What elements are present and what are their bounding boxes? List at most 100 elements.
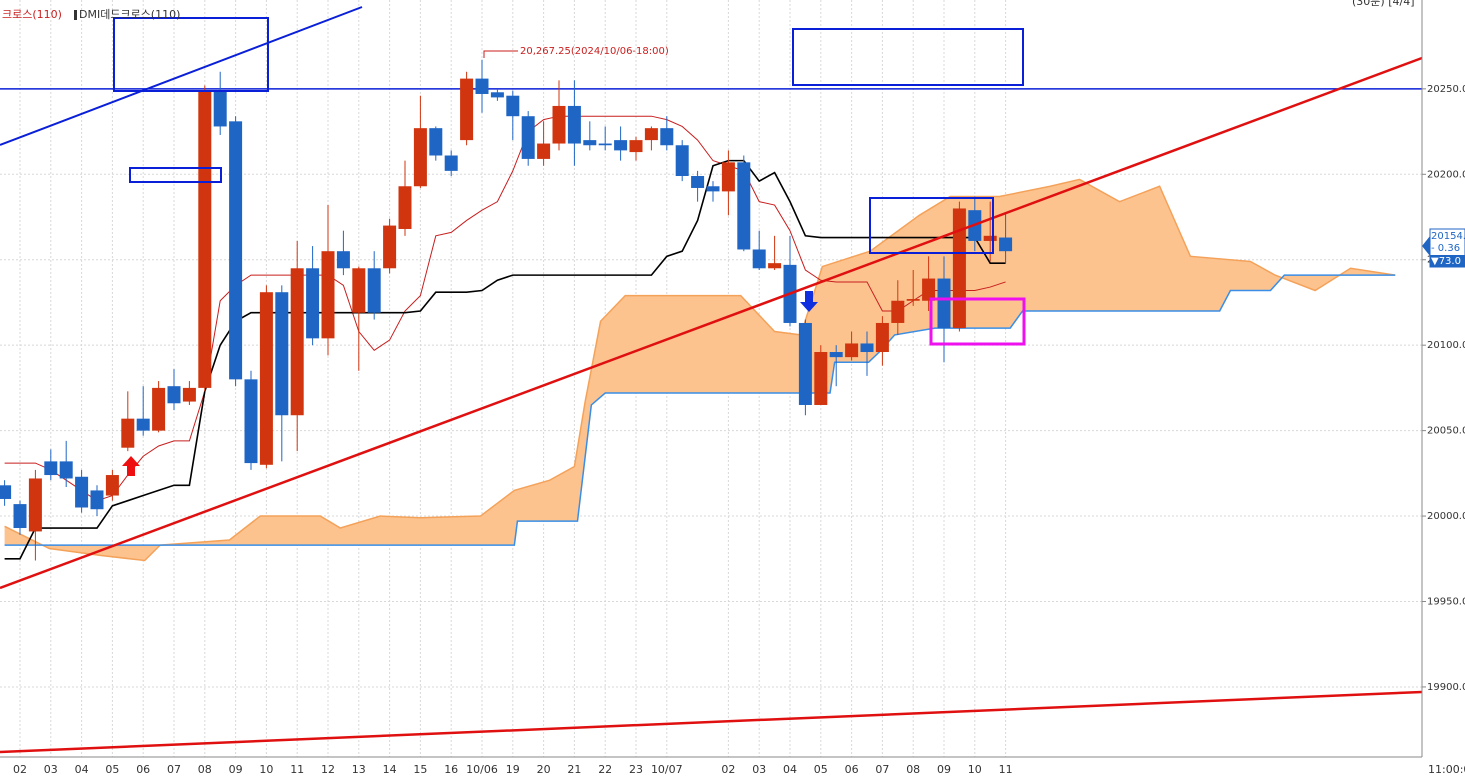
- candle-body: [829, 352, 843, 358]
- candle-body: [383, 225, 397, 269]
- candle-body: [952, 208, 966, 329]
- indicator-lines: [0, 88, 1422, 560]
- candle-body: [213, 90, 227, 127]
- indicator-line: [4, 159, 1006, 560]
- y-tick-label: 20200.0: [1427, 169, 1465, 180]
- y-tick-label: 20250.0: [1427, 84, 1465, 95]
- legend-marker: [74, 10, 77, 20]
- x-tick-label: 08: [906, 763, 920, 776]
- candle-body: [845, 343, 859, 358]
- candle-body: [244, 379, 258, 464]
- x-tick-label: 08: [198, 763, 212, 776]
- candles: [0, 59, 1013, 561]
- down-arrow: [800, 291, 818, 312]
- box: [129, 167, 222, 183]
- candle-body: [105, 475, 119, 496]
- candle-body: [691, 176, 705, 188]
- price-axis-panel: [1422, 0, 1465, 782]
- candle-body: [999, 237, 1013, 252]
- y-tick-label: 19900.0: [1427, 682, 1465, 693]
- x-tick-label: 16: [444, 763, 458, 776]
- price-tag-pointer: [1422, 236, 1430, 256]
- x-tick-label: 22: [598, 763, 612, 776]
- x-tick-label: 11: [999, 763, 1013, 776]
- x-tick-label: 05: [814, 763, 828, 776]
- candle-body: [937, 278, 951, 329]
- candle-body: [229, 121, 243, 380]
- x-tick-label: 06: [845, 763, 859, 776]
- candle-body: [28, 478, 42, 532]
- candle-body: [413, 128, 427, 187]
- candle-body: [629, 140, 643, 153]
- x-tick-label: 09: [937, 763, 951, 776]
- x-tick-label: 07: [167, 763, 181, 776]
- y-tick-label: 20050.0: [1427, 426, 1465, 437]
- candle-body: [275, 292, 289, 416]
- candle-body: [152, 387, 166, 431]
- x-tick-label: 09: [229, 763, 243, 776]
- x-tick-label: 10/06: [466, 763, 498, 776]
- x-tick-label: 05: [105, 763, 119, 776]
- candle-body: [706, 186, 720, 192]
- candle-body: [860, 343, 874, 353]
- trend-line: [0, 56, 1423, 590]
- candle-body: [90, 490, 104, 510]
- candle-body: [444, 155, 458, 171]
- time-label: 11:00:0: [1428, 763, 1465, 776]
- candle-body: [721, 162, 735, 192]
- candle-body: [922, 278, 936, 301]
- price-tag-text: 20154.2: [1431, 231, 1465, 242]
- x-tick-label: 14: [383, 763, 397, 776]
- x-tick-label: 02: [721, 763, 735, 776]
- candle-body: [737, 162, 751, 250]
- candle-body: [614, 140, 628, 151]
- y-tick-label: 20000.0: [1427, 511, 1465, 522]
- candle-body: [768, 263, 782, 269]
- candle-body: [398, 186, 412, 229]
- candle-body: [891, 300, 905, 323]
- x-tick-label: 10/07: [651, 763, 683, 776]
- candle-body: [460, 78, 474, 141]
- box: [792, 28, 1024, 86]
- x-tick-label: 02: [13, 763, 27, 776]
- annotation: 20,267.25(2024/10/06-18:00): [520, 46, 669, 57]
- candle-body: [429, 128, 443, 156]
- candle-body: [752, 249, 766, 269]
- candle-body: [875, 322, 889, 353]
- candle-body: [0, 485, 12, 499]
- box: [869, 197, 994, 254]
- candle-body: [475, 78, 489, 94]
- candle-body: [598, 143, 612, 146]
- x-tick-label: 06: [136, 763, 150, 776]
- box: [929, 297, 1026, 346]
- trend-line: [0, 6, 363, 146]
- x-tick-label: 07: [875, 763, 889, 776]
- x-tick-label: 21: [567, 763, 581, 776]
- indicator-line: [4, 115, 1006, 502]
- candle-body: [182, 387, 196, 402]
- drawings: 20,267.25(2024/10/06-18:00) 크로스(110) DMI…: [0, 6, 1423, 754]
- x-tick-label: 13: [352, 763, 366, 776]
- candle-body: [44, 461, 58, 476]
- candle-body: [552, 105, 566, 144]
- x-tick-label: 20: [537, 763, 551, 776]
- candle-body: [644, 128, 658, 141]
- x-tick-label: 19: [506, 763, 520, 776]
- candle-body: [983, 235, 997, 241]
- box: [113, 17, 269, 92]
- price-tag-fill: [1430, 255, 1465, 267]
- candle-body: [321, 251, 335, 339]
- annotation-pointer: [483, 50, 518, 58]
- x-tick-label: 10: [968, 763, 982, 776]
- candle-body: [121, 418, 135, 448]
- cloud-span: [4, 178, 1396, 562]
- up-arrow: [122, 456, 140, 476]
- candle-body: [336, 251, 350, 269]
- candle-body: [167, 386, 181, 404]
- candle-body: [75, 476, 89, 508]
- x-tick-label: 03: [44, 763, 58, 776]
- candle-body: [583, 140, 597, 146]
- price-tag-text: ▼73.0: [1431, 256, 1461, 267]
- candle-body: [567, 105, 581, 144]
- candle-body: [136, 418, 150, 431]
